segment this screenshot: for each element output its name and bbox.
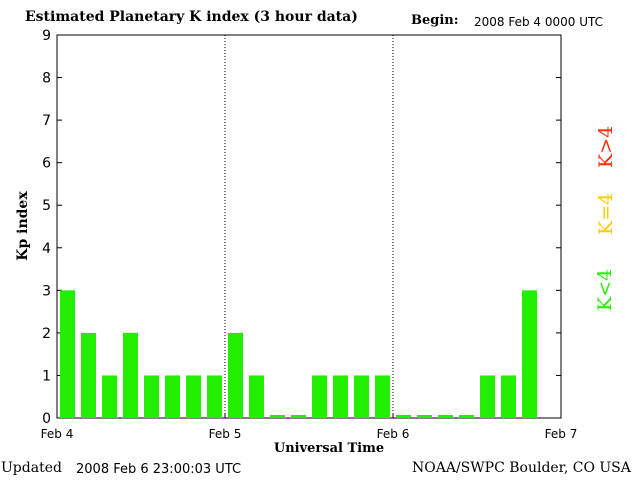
credit-text: NOAA/SWPC Boulder, CO USA <box>412 460 631 476</box>
kp-bar <box>81 332 96 418</box>
kp-bar <box>375 375 390 418</box>
kp-bar <box>501 375 516 418</box>
kp-bar <box>480 375 495 418</box>
kp-bar <box>165 375 180 418</box>
kp-bar <box>207 375 222 418</box>
y-tick-label: 6 <box>42 156 51 172</box>
begin-value: 2008 Feb 4 0000 UTC <box>474 15 604 29</box>
kp-bar <box>228 332 243 418</box>
y-tick-label: 1 <box>42 368 51 384</box>
kp-bar <box>522 290 537 418</box>
kp-bar <box>102 375 117 418</box>
kp-bar <box>396 415 411 418</box>
kp-bar <box>123 332 138 418</box>
x-tick-label: Feb 7 <box>545 427 578 441</box>
kp-bar <box>270 415 285 418</box>
y-tick-label: 9 <box>42 28 51 44</box>
updated-label: Updated <box>1 460 62 476</box>
begin-label: Begin: <box>411 13 459 28</box>
kp-bar <box>60 290 75 418</box>
kp-bar <box>354 375 369 418</box>
legend-k-greater-4: K>4 <box>595 125 617 168</box>
kp-bar <box>312 375 327 418</box>
kp-bar <box>333 375 348 418</box>
plot-frame <box>56 34 562 419</box>
x-tick-label: Feb 4 <box>41 427 74 441</box>
legend-k-equal-4: K=4 <box>595 192 617 235</box>
y-tick-label: 3 <box>42 283 51 299</box>
y-tick-label: 5 <box>42 198 51 214</box>
y-tick-label: 4 <box>42 241 51 257</box>
x-tick-label: Feb 6 <box>377 427 410 441</box>
y-tick-label: 2 <box>42 326 51 342</box>
kp-bar <box>417 415 432 418</box>
y-tick-label: 0 <box>42 411 51 427</box>
kp-bar <box>291 415 306 418</box>
chart-title: Estimated Planetary K index (3 hour data… <box>25 9 358 25</box>
kp-bar <box>144 375 159 418</box>
kp-bar <box>186 375 201 418</box>
updated-value: 2008 Feb 6 23:00:03 UTC <box>76 462 242 477</box>
y-tick-label: 7 <box>42 113 51 129</box>
kp-bar <box>459 415 474 418</box>
legend-k-less-4: K<4 <box>594 268 616 311</box>
x-tick-label: Feb 5 <box>209 427 242 441</box>
kp-bar <box>438 415 453 418</box>
y-tick-label: 8 <box>42 71 51 87</box>
x-axis-label: Universal Time <box>274 441 384 456</box>
y-axis-label: Kp index <box>15 191 31 261</box>
kp-bar <box>249 375 264 418</box>
